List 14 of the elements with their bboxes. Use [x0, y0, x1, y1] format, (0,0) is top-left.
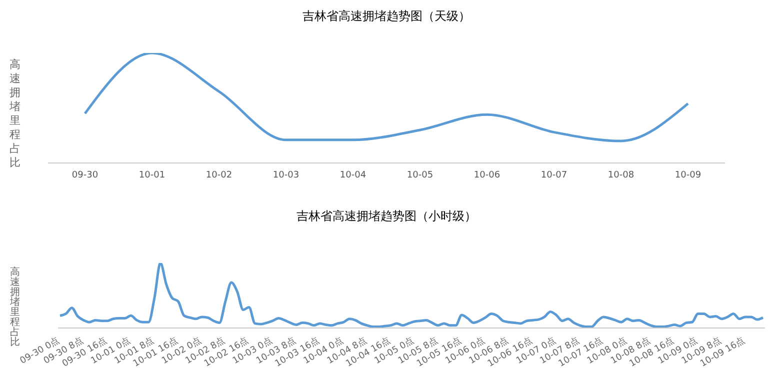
x-tick-label: 10-04 — [340, 170, 366, 180]
chart-title: 吉林省高速拥堵趋势图（小时级） — [296, 208, 478, 225]
x-tick-label: 10-07 — [540, 170, 568, 180]
x-tick-label: 10-08 — [608, 170, 634, 180]
chart-title: 吉林省高速拥堵趋势图（天级） — [302, 8, 472, 25]
x-tick-label: 10-01 — [138, 170, 166, 180]
x-tick-label: 10-02 — [206, 170, 232, 180]
x-tick-label: 09-30 — [72, 170, 98, 180]
x-tick-label: 10-09 — [674, 170, 702, 180]
y-axis-title: 高速拥堵里程占比 — [8, 58, 22, 170]
x-tick-label: 10-03 — [272, 170, 300, 180]
x-tick-label: 10-06 — [474, 170, 500, 180]
y-axis-title: 高速拥堵里程占比 — [9, 267, 20, 348]
x-tick-label: 10-05 — [406, 170, 434, 180]
